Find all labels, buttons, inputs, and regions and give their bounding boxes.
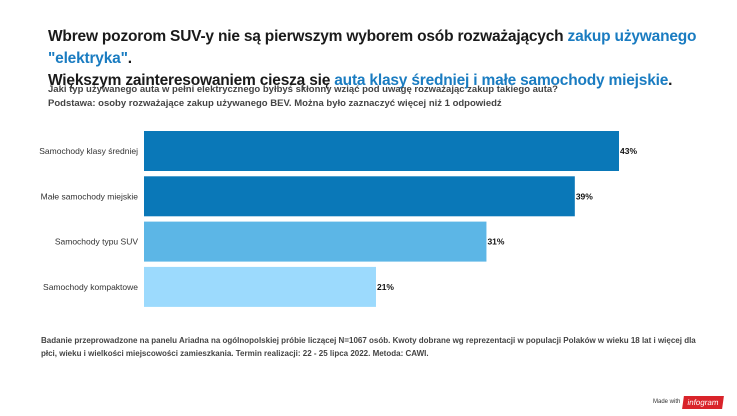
value-label: 31% bbox=[487, 237, 504, 247]
category-label: Samochody typu SUV bbox=[55, 237, 138, 247]
subtitle: Jaki typ używanego auta w pełni elektryc… bbox=[48, 83, 558, 111]
headline-highlight: auta klasy średniej i małe samochody mie… bbox=[334, 72, 669, 89]
headline-highlight: zakup używanego "elektryka" bbox=[48, 28, 697, 67]
category-label: Samochody kompaktowe bbox=[43, 282, 138, 292]
category-label: Samochody klasy średniej bbox=[39, 146, 138, 156]
value-label: 21% bbox=[377, 282, 394, 292]
headline-period: . bbox=[668, 72, 673, 89]
infogram-logo[interactable]: infogram bbox=[682, 396, 724, 409]
bar bbox=[144, 266, 376, 307]
headline-text: Wbrew pozorom SUV-y nie są pierwszym wyb… bbox=[48, 28, 568, 45]
made-with-label: Made with bbox=[653, 399, 681, 405]
category-label: Małe samochody miejskie bbox=[41, 191, 139, 201]
headline-period: . bbox=[127, 50, 132, 67]
bar bbox=[144, 176, 575, 217]
base-text: Podstawa: osoby rozważające zakup używan… bbox=[48, 98, 502, 109]
bar bbox=[144, 131, 619, 171]
bar-chart: Samochody klasy średniej 43% Małe samochod… bbox=[39, 131, 637, 307]
question-text: Jaki typ używanego auta w pełni elektryc… bbox=[48, 84, 558, 95]
value-label: 43% bbox=[620, 146, 637, 156]
headline: Wbrew pozorom SUV-y nie są pierwszym wyb… bbox=[48, 26, 737, 92]
methodology-note: Badanie przeprowadzone na panelu Ariadna… bbox=[41, 336, 696, 358]
bar bbox=[144, 221, 487, 262]
headline-text: Większym zainteresowaniem cieszą się bbox=[48, 72, 335, 89]
value-label: 39% bbox=[576, 191, 593, 201]
